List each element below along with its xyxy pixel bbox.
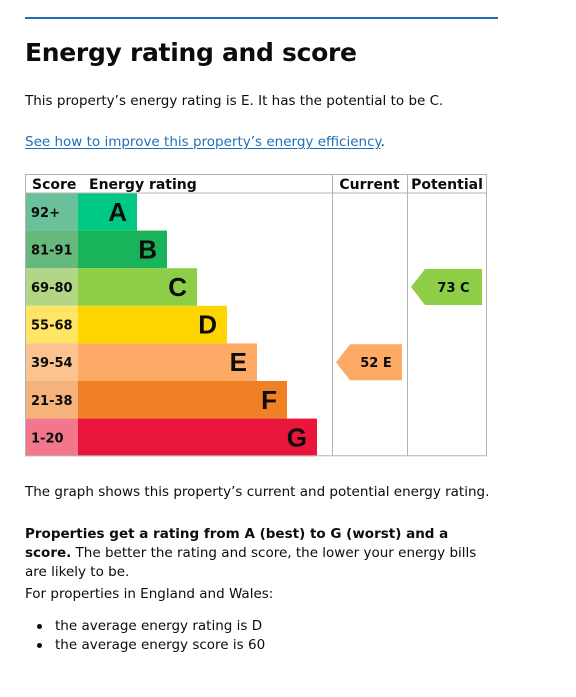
score-cell-c [25,268,78,306]
rating-explanation-rest: The better the rating and score, the low… [25,545,477,580]
header-score: Score [32,177,76,193]
rating-bar-f [78,381,287,419]
potential-rating-label: 73 C [437,281,469,296]
header-rule [25,17,498,19]
score-cell-b [25,230,78,269]
header-current: Current [339,177,400,193]
rating-bar-e [78,343,257,381]
list-item: the average energy score is 60 [25,636,265,655]
averages-list: the average energy rating is D the avera… [25,617,265,655]
rating-letter-a: A [108,197,127,227]
graph-description: The graph shows this property’s current … [25,484,490,500]
score-label-f: 21-38 [31,394,73,409]
rating-letter-c: C [168,272,187,302]
region-label: For properties in England and Wales: [25,586,274,602]
score-label-g: 1-20 [31,431,64,446]
rating-bar-a [78,193,137,231]
score-cell-f [25,381,78,419]
score-label-c: 69-80 [31,281,73,296]
score-label-d: 55-68 [31,319,73,334]
energy-rating-graph: Score Energy rating Current Potential 92+ A 81… [25,174,487,457]
rating-letter-b: B [138,234,157,264]
rating-bar-d [78,305,227,344]
current-rating-label: 52 E [360,356,392,371]
rating-bar-c [78,268,197,306]
rating-letter-f: F [261,385,277,415]
score-label-a: 92+ [31,206,60,221]
link-period: . [380,134,385,150]
score-cell-g [25,418,78,457]
potential-rating-arrow [411,269,482,305]
rating-explanation-bold: Properties get a rating from A (best) to… [25,526,449,561]
improve-paragraph: See how to improve this property’s energ… [25,133,385,152]
rating-bar-g [78,418,317,457]
score-label-b: 81-91 [31,243,73,258]
energy-rating-chart: Score Energy rating Current Potential 92+ A 81… [25,174,487,457]
header-potential: Potential [411,177,483,193]
improve-efficiency-link[interactable]: See how to improve this property’s energ… [25,134,381,150]
rating-explanation: Properties get a rating from A (best) to… [25,525,495,582]
current-rating-arrow [336,344,402,381]
rating-letter-g: G [287,422,307,452]
list-item: the average energy rating is D [25,617,265,636]
score-cell-e [25,343,78,381]
score-cell-d [25,305,78,344]
header-energy-rating: Energy rating [89,177,197,193]
rating-letter-e: E [230,347,247,377]
rating-intro: This property’s energy rating is E. It h… [25,93,444,109]
page-title: Energy rating and score [25,38,357,67]
rating-letter-d: D [198,310,217,340]
rating-bar-b [78,230,167,269]
score-cell-a [25,193,78,231]
score-label-e: 39-54 [31,356,73,371]
